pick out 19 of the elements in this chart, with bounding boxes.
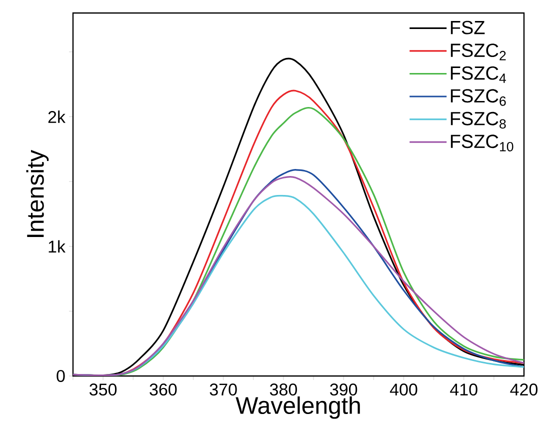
x-axis-title: Wavelength	[236, 396, 360, 419]
legend-label: FSZC$_{8}$	[450, 112, 506, 129]
x-tick-label: 410	[450, 384, 478, 396]
legend-label: FSZC$_{4}$	[450, 66, 506, 83]
legend-label: FSZC$_{2}$	[450, 44, 506, 60]
legend-label: FSZC$_{10}$	[450, 134, 514, 152]
x-tick-label: 390	[330, 384, 358, 396]
y-tick-label: 0	[56, 370, 65, 382]
y-axis-title: Intensity	[26, 150, 49, 237]
legend-label: FSZ	[450, 20, 485, 34]
x-tick-label: 400	[390, 384, 418, 396]
y-tick-label: 2k	[48, 110, 66, 123]
x-tick-label: 360	[150, 384, 177, 396]
legend-label: FSZC$_{6}$	[450, 89, 506, 106]
y-tick-label: 1k	[48, 240, 66, 253]
x-tick-label: 380	[270, 384, 297, 396]
x-tick-label: 370	[210, 384, 237, 396]
x-tick-label: 350	[90, 384, 117, 396]
x-tick-label: 420	[510, 384, 538, 396]
